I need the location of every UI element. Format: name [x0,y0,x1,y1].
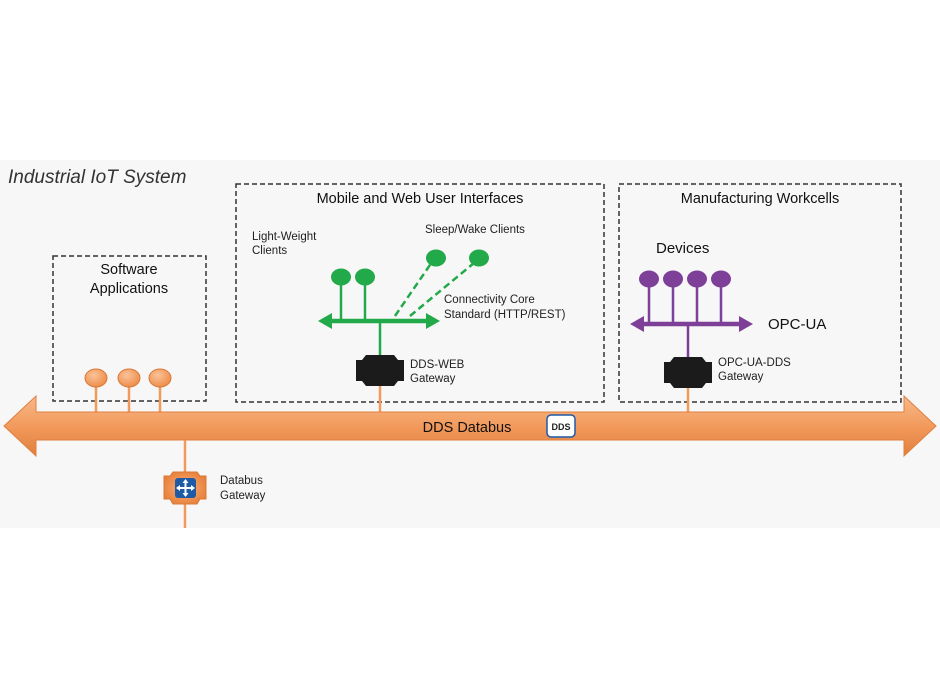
opc-ua-bus [630,270,753,358]
dds-databus [3,394,937,458]
connectivity-core-label-2: Standard (HTTP/REST) [444,309,566,321]
opc-ua-dds-gateway-label-1: OPC-UA-DDS [718,357,791,369]
software-box-title-1: Software [100,262,157,278]
mobile-web-box-title: Mobile and Web User Interfaces [317,191,524,207]
system-title: Industrial IoT System [8,167,186,188]
light-weight-client-node [331,268,351,286]
dds-logo-text: DDS [551,422,570,432]
light-weight-clients-label-1: Light-Weight [252,231,317,243]
dds-web-gateway-label-2: Gateway [410,373,456,385]
dds-web-gateway-icon [356,355,404,386]
light-weight-clients-label-2: Clients [252,245,287,257]
sleep-wake-client-node [469,249,489,267]
opc-ua-dds-gateway-label-2: Gateway [718,371,764,383]
device-node [711,270,731,288]
dds-web-gateway-label-1: DDS-WEB [410,359,465,371]
databus-gateway-label-2: Gateway [220,490,266,502]
software-app-node [148,368,172,388]
web-client-bus [318,249,489,356]
dds-logo-icon: DDS [546,414,576,438]
sleep-wake-client-node [426,249,446,267]
device-node [663,270,683,288]
software-box-title-2: Applications [90,281,168,297]
sleep-wake-clients-label: Sleep/Wake Clients [425,224,525,236]
device-node [639,270,659,288]
software-app-node [84,368,108,388]
mobile-web-box [235,183,605,403]
opc-ua-label: OPC-UA [768,316,826,333]
manufacturing-box [618,183,902,403]
opc-ua-dds-gateway-icon [664,357,712,388]
manufacturing-box-title: Manufacturing Workcells [681,191,840,207]
diagram-background [0,160,940,528]
light-weight-client-node [355,268,375,286]
software-applications-box [52,255,207,402]
databus-gateway-icon [163,471,207,505]
software-app-nodes [84,368,172,412]
dds-databus-label: DDS Databus [423,420,512,436]
devices-label: Devices [656,240,709,257]
device-node [687,270,707,288]
databus-gateway-label-1: Databus [220,475,263,487]
software-app-node [117,368,141,388]
connectivity-core-label-1: Connectivity Core [444,294,535,306]
